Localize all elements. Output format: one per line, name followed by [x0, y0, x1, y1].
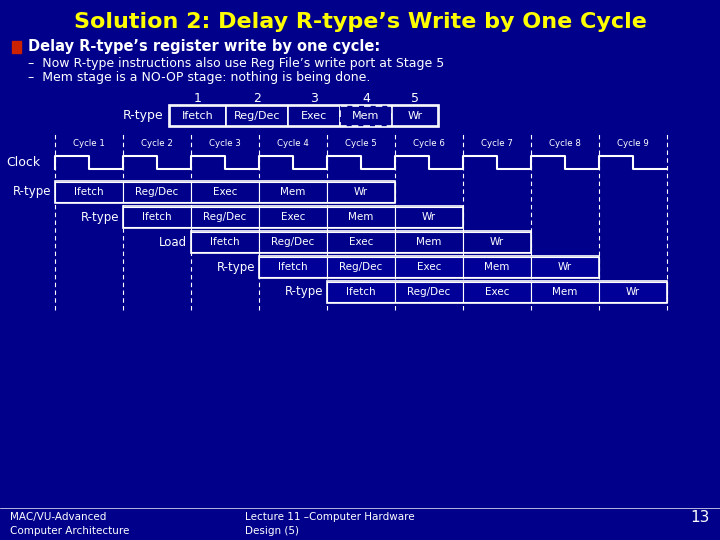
Text: Exec: Exec — [213, 187, 237, 197]
Bar — [599, 282, 667, 302]
Text: Reg/Dec: Reg/Dec — [408, 287, 451, 297]
Text: Ifetch: Ifetch — [142, 212, 172, 222]
Text: Cycle 2: Cycle 2 — [141, 138, 173, 147]
Text: Ifetch: Ifetch — [74, 187, 104, 197]
Bar — [531, 282, 599, 302]
Bar — [259, 207, 327, 227]
Text: 1: 1 — [194, 92, 202, 105]
Text: Lecture 11 –Computer Hardware
Design (5): Lecture 11 –Computer Hardware Design (5) — [245, 512, 415, 536]
Text: Reg/Dec: Reg/Dec — [339, 262, 382, 272]
Text: –  Mem stage is a NO-OP stage: nothing is being done.: – Mem stage is a NO-OP stage: nothing is… — [28, 71, 370, 84]
Text: 13: 13 — [690, 510, 710, 525]
Text: Wr: Wr — [626, 287, 640, 297]
Text: Wr: Wr — [408, 111, 423, 121]
Bar — [288, 106, 340, 126]
Text: Exec: Exec — [485, 287, 509, 297]
Text: Cycle 3: Cycle 3 — [209, 138, 241, 147]
Bar — [531, 257, 599, 277]
Text: Cycle 4: Cycle 4 — [277, 138, 309, 147]
Text: Load: Load — [159, 235, 187, 248]
Text: Delay R-type’s register write by one cycle:: Delay R-type’s register write by one cyc… — [28, 39, 380, 55]
Text: Cycle 5: Cycle 5 — [345, 138, 377, 147]
Text: Mem: Mem — [352, 111, 379, 121]
Bar — [191, 231, 531, 253]
Text: Mem: Mem — [280, 187, 306, 197]
Bar — [395, 207, 463, 227]
Text: Ifetch: Ifetch — [346, 287, 376, 297]
Text: Ifetch: Ifetch — [210, 237, 240, 247]
Bar — [191, 232, 259, 252]
Bar — [463, 282, 531, 302]
Text: Clock: Clock — [6, 157, 40, 170]
Bar — [259, 257, 327, 277]
Bar — [170, 106, 226, 126]
Bar — [55, 181, 395, 203]
Bar — [123, 182, 191, 202]
Text: Mem: Mem — [348, 212, 374, 222]
Bar — [327, 207, 395, 227]
Bar — [12, 41, 21, 53]
Text: R-type: R-type — [12, 186, 51, 199]
Text: Mem: Mem — [416, 237, 441, 247]
Text: Cycle 9: Cycle 9 — [617, 138, 649, 147]
Bar — [327, 282, 395, 302]
Text: Reg/Dec: Reg/Dec — [271, 237, 315, 247]
Text: Wr: Wr — [558, 262, 572, 272]
Bar — [340, 106, 392, 126]
Bar — [395, 232, 463, 252]
Bar — [259, 256, 599, 278]
Text: Reg/Dec: Reg/Dec — [203, 212, 247, 222]
Text: Cycle 8: Cycle 8 — [549, 138, 581, 147]
Text: 5: 5 — [411, 92, 419, 105]
Bar — [55, 182, 123, 202]
Text: Cycle 7: Cycle 7 — [481, 138, 513, 147]
Bar — [463, 257, 531, 277]
Text: Exec: Exec — [417, 262, 441, 272]
Text: Reg/Dec: Reg/Dec — [135, 187, 179, 197]
Text: Ifetch: Ifetch — [278, 262, 308, 272]
Bar — [327, 257, 395, 277]
Bar — [392, 106, 438, 126]
Text: R-type: R-type — [81, 211, 119, 224]
Text: Reg/Dec: Reg/Dec — [234, 111, 280, 121]
Text: 2: 2 — [253, 92, 261, 105]
Bar — [395, 282, 463, 302]
Text: MAC/VU-Advanced
Computer Architecture: MAC/VU-Advanced Computer Architecture — [10, 512, 130, 536]
Bar — [259, 232, 327, 252]
Text: 4: 4 — [362, 92, 370, 105]
Text: Wr: Wr — [422, 212, 436, 222]
Text: 3: 3 — [310, 92, 318, 105]
Text: R-type: R-type — [284, 286, 323, 299]
Text: Exec: Exec — [348, 237, 373, 247]
Text: Solution 2: Delay R-type’s Write by One Cycle: Solution 2: Delay R-type’s Write by One … — [73, 12, 647, 32]
Text: Exec: Exec — [301, 111, 327, 121]
Bar — [327, 232, 395, 252]
Text: Ifetch: Ifetch — [182, 111, 214, 121]
Text: –  Now R-type instructions also use Reg File’s write port at Stage 5: – Now R-type instructions also use Reg F… — [28, 57, 444, 70]
Bar — [123, 207, 191, 227]
Text: Mem: Mem — [552, 287, 577, 297]
Bar — [327, 182, 395, 202]
Text: Wr: Wr — [354, 187, 368, 197]
Text: R-type: R-type — [217, 260, 255, 273]
Text: Exec: Exec — [281, 212, 305, 222]
Text: Cycle 1: Cycle 1 — [73, 138, 105, 147]
Bar — [191, 207, 259, 227]
Text: Wr: Wr — [490, 237, 504, 247]
Bar — [327, 281, 667, 303]
Bar — [191, 182, 259, 202]
Text: R-type: R-type — [122, 110, 163, 123]
Bar — [226, 106, 288, 126]
Bar — [395, 257, 463, 277]
Bar — [259, 182, 327, 202]
Bar — [123, 206, 463, 228]
Bar — [169, 105, 439, 127]
Bar — [463, 232, 531, 252]
Text: Cycle 6: Cycle 6 — [413, 138, 445, 147]
Text: Mem: Mem — [485, 262, 510, 272]
